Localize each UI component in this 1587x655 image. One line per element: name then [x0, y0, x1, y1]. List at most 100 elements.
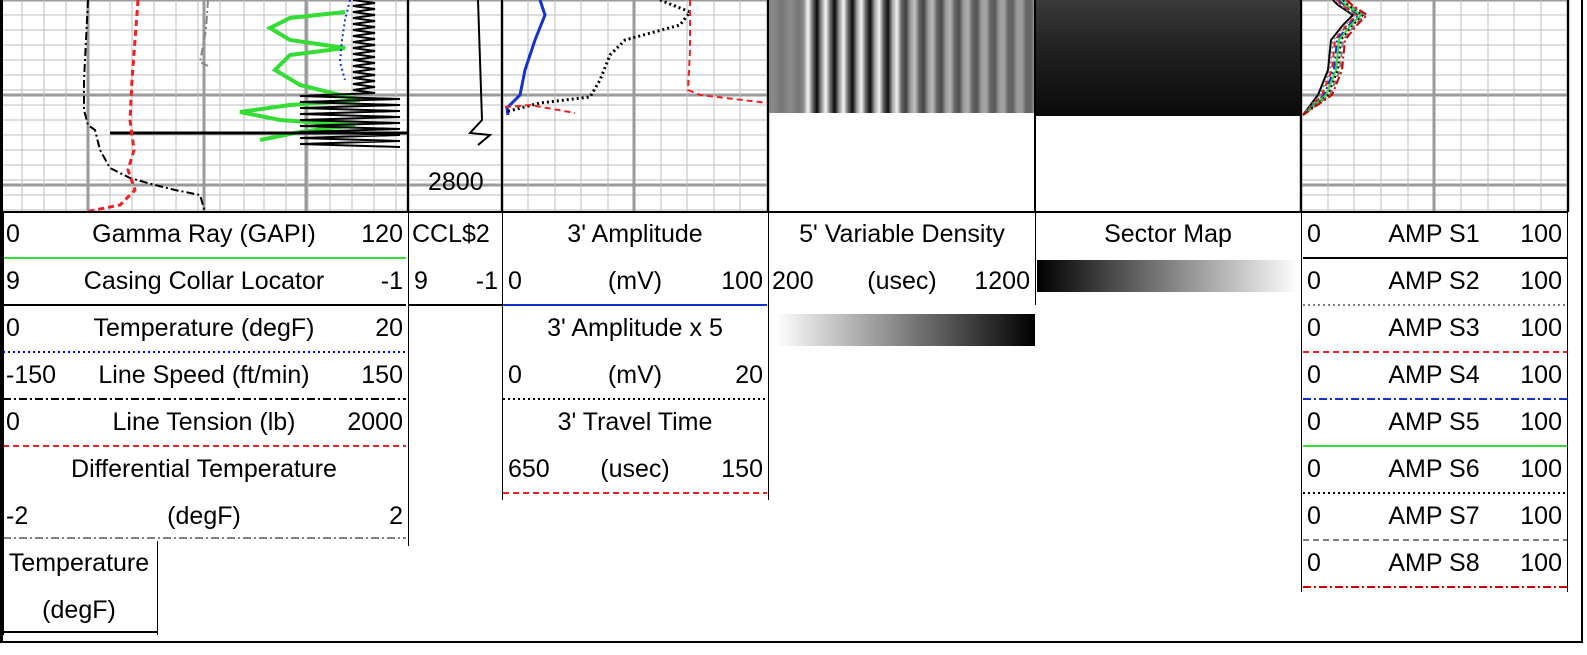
scale-left: 0	[1307, 549, 1321, 577]
scale-left: 0	[1307, 361, 1321, 389]
scale-left: 0	[6, 314, 20, 342]
sector-amplitude-curve	[1302, 0, 1363, 116]
scale-right: 150	[721, 455, 763, 483]
curve-name: Gamma Ray (GAPI)	[92, 220, 316, 248]
curve-unit: (degF)	[167, 502, 241, 530]
scale-right: 100	[1520, 361, 1562, 389]
scale-right: 100	[1520, 502, 1562, 530]
scale-right: 100	[1520, 267, 1562, 295]
ccl2-curve	[467, 0, 493, 146]
curve-name: Temperature (degF)	[93, 314, 315, 342]
curve-legend-line	[503, 398, 767, 400]
scale-right: 150	[361, 361, 403, 389]
curve-legend-line	[1303, 492, 1568, 494]
scale-left: 0	[6, 408, 20, 436]
scale-left: 0	[1307, 267, 1321, 295]
casing-collar-locator-curve	[299, 0, 401, 148]
curve-legend-line	[3, 304, 406, 306]
scale-left: 200	[772, 267, 814, 295]
curve-name: Differential Temperature	[71, 455, 337, 483]
scale-right: 100	[1520, 314, 1562, 342]
scale-right: 100	[1520, 549, 1562, 577]
scale-right: 1200	[974, 267, 1030, 295]
sector-map-image	[1035, 0, 1301, 116]
acoustic-images	[768, 0, 1301, 116]
curve-name: Temperature	[8, 549, 150, 577]
scale-left: 9	[414, 267, 428, 295]
scale-left: 0	[1307, 455, 1321, 483]
amplitude-curve	[505, 0, 547, 116]
amplitude-x5-curve	[504, 0, 693, 114]
scale-right: -1	[380, 267, 403, 295]
sector-amplitude-curve	[1302, 0, 1367, 116]
curve-legend-line	[1303, 257, 1568, 259]
scale-left: -2	[6, 502, 29, 530]
scale-right: 120	[361, 220, 403, 248]
curve-name: Sector Map	[1104, 220, 1232, 248]
curve-legend-line	[3, 537, 406, 539]
sector-amplitude-curve	[1302, 0, 1359, 116]
differential-temperature-curve	[198, 0, 209, 67]
curve-name: AMP S1	[1388, 220, 1480, 248]
curve-legend-line	[1303, 539, 1568, 541]
depth-label: 2800	[428, 168, 484, 196]
scale-right: 20	[735, 361, 763, 389]
track-frames	[0, 0, 1569, 213]
curve-unit: (mV)	[607, 361, 663, 389]
travel-time-curve	[686, 0, 769, 104]
curve-name: CCL$2	[412, 220, 490, 248]
curve-legend-line	[1303, 351, 1568, 353]
sector-amplitude-curve	[1302, 0, 1357, 116]
temperature-curve	[338, 0, 351, 81]
scale-right: 100	[721, 267, 763, 295]
curve-name: 3' Amplitude	[567, 220, 703, 248]
curve-name: Line Tension (lb)	[112, 408, 296, 436]
curve-legend-line	[3, 257, 406, 259]
scale-left: 650	[508, 455, 550, 483]
curve-legend-line	[1303, 398, 1568, 400]
scale-right: 100	[1520, 408, 1562, 436]
header-border	[1035, 212, 1036, 305]
curve-unit: (degF)	[42, 596, 116, 624]
curve-legend-line	[408, 304, 502, 306]
curve-name: AMP S4	[1388, 361, 1480, 389]
variable-density-image	[768, 0, 1035, 113]
scale-right: 100	[1520, 455, 1562, 483]
scale-left: 0	[1307, 220, 1321, 248]
curve-name: AMP S2	[1388, 267, 1480, 295]
log-curves	[83, 0, 1369, 214]
scale-left: 0	[1307, 408, 1321, 436]
curve-legend-line	[3, 351, 406, 353]
scale-right: 2	[389, 502, 403, 530]
curve-name: AMP S5	[1388, 408, 1480, 436]
travel-time-curve-lower	[504, 103, 576, 114]
header-border	[768, 212, 769, 500]
header-border	[502, 212, 503, 500]
scale-right: 100	[1520, 220, 1562, 248]
curve-name: Line Speed (ft/min)	[98, 361, 310, 389]
curve-name: AMP S7	[1388, 502, 1480, 530]
curve-name: AMP S6	[1388, 455, 1480, 483]
scale-right: 20	[375, 314, 403, 342]
scale-right: -1	[475, 267, 498, 295]
gamma-ray-curve	[239, 10, 361, 142]
sector-amplitude-curve	[1302, 0, 1361, 116]
sector-map-color-scale	[1037, 260, 1299, 292]
curve-legend-line	[503, 492, 767, 494]
outer-frame	[0, 0, 1583, 643]
header-border	[1301, 212, 1302, 592]
scale-left: 0	[1307, 314, 1321, 342]
curve-legend-line	[3, 398, 406, 400]
scale-left: 0	[6, 220, 20, 248]
curve-unit: (usec)	[867, 267, 937, 295]
line-speed-curve	[83, 0, 206, 213]
scale-left: 9	[6, 267, 20, 295]
curve-unit: (usec)	[600, 455, 670, 483]
curve-legend-line	[1303, 304, 1568, 306]
scale-left: -150	[6, 361, 57, 389]
curve-name: Casing Collar Locator	[83, 267, 325, 295]
scale-left: 0	[508, 361, 522, 389]
curve-name: AMP S8	[1388, 549, 1480, 577]
curve-name: 5' Variable Density	[799, 220, 1005, 248]
